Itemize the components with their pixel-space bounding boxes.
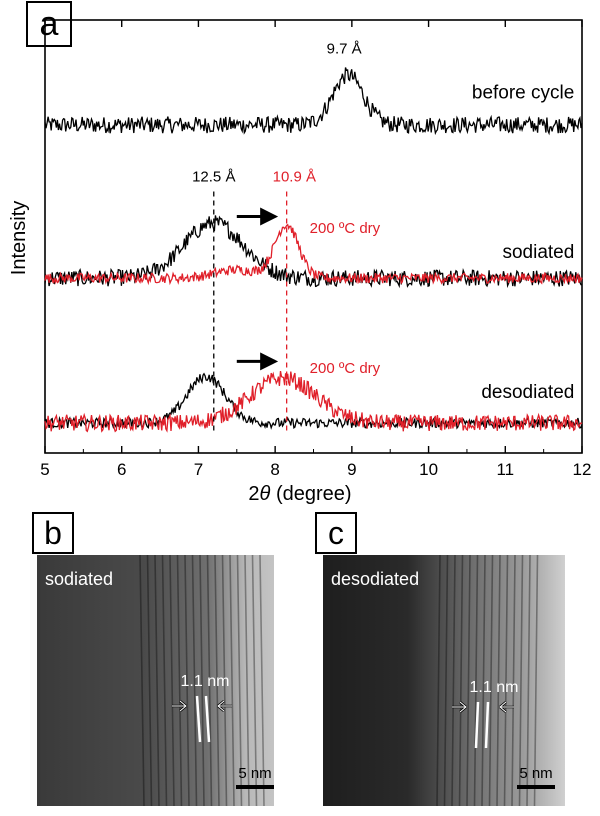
fringe [451, 554, 456, 807]
fringe-marker-line [204, 695, 211, 743]
fringe [458, 554, 464, 807]
peak-annotation: 10.9 Å [273, 169, 316, 186]
series-line [44, 372, 583, 430]
x-tick-label: 11 [496, 460, 514, 479]
panel-c-spacing-label: 1.1 nm [470, 679, 519, 696]
series-line [44, 67, 583, 136]
right-arrow-icon [499, 701, 514, 713]
x-tick-label: 10 [419, 460, 438, 479]
fringe [214, 554, 220, 807]
fringe [184, 554, 190, 807]
fringe [199, 554, 205, 807]
fringe [176, 554, 183, 807]
x-axis-label-prefix: 2 [248, 483, 259, 505]
x-axis-label-suffix: (degree) [270, 483, 351, 505]
x-axis-label-symbol: θ [260, 483, 271, 505]
y-axis-label: Intensity [8, 201, 30, 275]
panel-c-label: desodiated [331, 569, 419, 589]
panel-a: a 9.7 Å 12.5 Å 10.9 Å before cycle sodiated 2… [8, 1, 591, 505]
fringe-marker-line [195, 695, 202, 743]
panel-a-letter-box [26, 1, 72, 47]
fringe [526, 554, 531, 807]
fringe [473, 554, 479, 807]
x-tick-label: 7 [194, 460, 203, 479]
plot-area: 9.7 Å 12.5 Å 10.9 Å before cycle sodiated 200… [44, 40, 583, 433]
fringe [221, 554, 228, 807]
fringe [518, 554, 524, 807]
tem-image-sodiated [37, 554, 274, 807]
fringe [206, 554, 213, 807]
fringe [481, 554, 486, 807]
fringe [169, 554, 175, 807]
fringe [436, 554, 441, 807]
panel-c-letter-box [315, 512, 357, 554]
fringe [229, 554, 235, 807]
lattice-fringes [139, 554, 265, 807]
tem-image-desodiated [323, 554, 565, 807]
panel-b-scale-label: 5 nm [238, 765, 271, 782]
fringe [236, 554, 243, 807]
x-axis: 5 6 7 8 9 10 11 12 [40, 20, 591, 479]
series-label: 200 ºC dry [310, 220, 381, 237]
series-label: sodiated [502, 242, 574, 263]
series-label: before cycle [472, 82, 574, 103]
panel-c: c desodiated 1.1 nm 5 nm [315, 512, 565, 807]
peak-annotation: 9.7 Å [327, 40, 362, 57]
fringe [139, 554, 145, 807]
x-tick-label: 8 [270, 460, 279, 479]
x-tick-label: 12 [573, 460, 592, 479]
scale-bar [236, 785, 274, 789]
series-line [44, 370, 583, 433]
panel-b-letter: b [44, 515, 62, 551]
scale-bar [517, 785, 555, 789]
x-tick-label: 9 [347, 460, 356, 479]
panel-a-letter: a [40, 5, 59, 43]
x-tick-label: 5 [40, 460, 49, 479]
fringe-marker-line [484, 701, 490, 749]
series-line [44, 223, 583, 286]
lattice-fringes [436, 554, 539, 807]
left-arrow-icon [452, 701, 467, 713]
panel-b-letter-box [32, 512, 74, 554]
panel-b: b sodiated 1.1 nm 5 nm [32, 512, 274, 807]
fringe [488, 554, 494, 807]
fringe [244, 554, 250, 807]
fringe [146, 554, 153, 807]
fringe [251, 554, 258, 807]
series-label: 200 ºC dry [310, 360, 381, 377]
panel-c-letter: c [328, 515, 344, 551]
fringe [161, 554, 168, 807]
fringe [533, 554, 539, 807]
fringe [466, 554, 471, 807]
panel-b-spacing-label: 1.1 nm [181, 673, 230, 690]
right-arrow-icon [217, 700, 232, 712]
left-arrow-icon [172, 700, 187, 712]
x-axis-label: 2θ (degree) [248, 483, 351, 505]
fringe [496, 554, 501, 807]
fringe [259, 554, 265, 807]
fringe [511, 554, 516, 807]
panel-c-scale-label: 5 nm [519, 765, 552, 782]
fringe [154, 554, 160, 807]
x-tick-label: 6 [117, 460, 126, 479]
peak-annotation: 12.5 Å [192, 169, 235, 186]
fringe [503, 554, 509, 807]
fringe-marker-line [474, 701, 480, 749]
panel-b-label: sodiated [45, 569, 113, 589]
fringe [191, 554, 198, 807]
series-label: desodiated [481, 382, 574, 403]
fringe [443, 554, 449, 807]
